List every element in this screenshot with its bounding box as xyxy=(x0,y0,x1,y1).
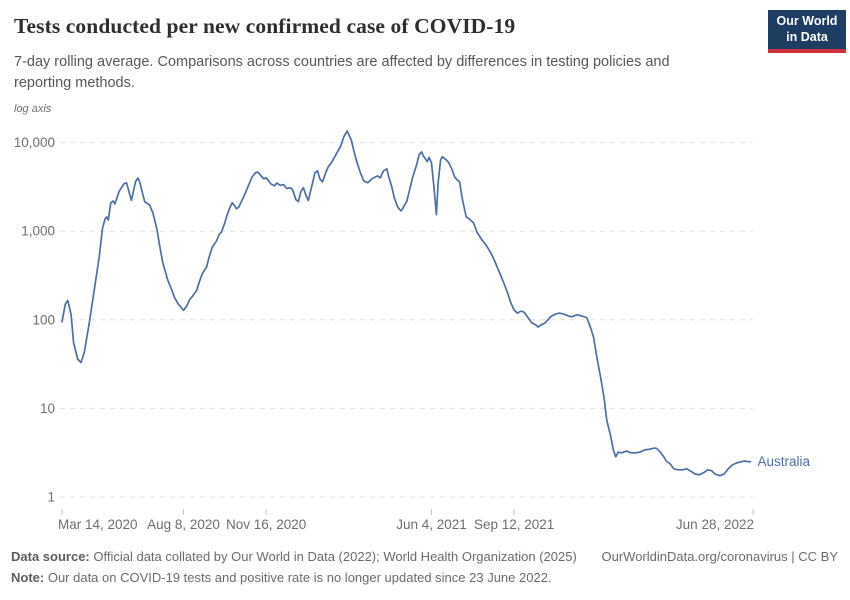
data-source-label: Data source: xyxy=(11,549,90,564)
chart-subtitle: 7-day rolling average. Comparisons acros… xyxy=(14,52,670,94)
note-line: Note: Our data on COVID-19 tests and pos… xyxy=(11,567,552,588)
note-text: Our data on COVID-19 tests and positive … xyxy=(44,570,552,585)
data-source-text: Official data collated by Our World in D… xyxy=(89,549,577,564)
subtitle-line-1: 7-day rolling average. Comparisons acros… xyxy=(14,54,670,70)
note-label: Note: xyxy=(11,570,45,585)
y-tick-label: 1,000 xyxy=(21,224,55,239)
x-tick-label: Aug 8, 2020 xyxy=(147,517,220,532)
y-tick-label: 100 xyxy=(32,312,55,327)
owid-logo: Our World in Data xyxy=(768,10,846,53)
y-tick-label: 10,000 xyxy=(14,135,55,150)
page-title: Tests conducted per new confirmed case o… xyxy=(14,14,516,38)
series-line-australia[interactable] xyxy=(61,130,752,477)
y-gridlines xyxy=(60,142,753,498)
owid-logo-line-1: Our World xyxy=(776,14,838,28)
chart-footer: Data source: Official data collated by O… xyxy=(11,546,838,588)
y-tick-label: 10 xyxy=(40,401,55,416)
x-tick-label: Mar 14, 2020 xyxy=(58,517,138,532)
y-tick-label: 1 xyxy=(47,490,55,505)
log-axis-note: log axis xyxy=(14,103,52,115)
x-tick-label: Jun 28, 2022 xyxy=(676,517,754,532)
y-axis-labels: 1 10 100 1,000 10,000 xyxy=(14,135,55,504)
x-axis: Mar 14, 2020 Aug 8, 2020 Nov 16, 2020 Jun 4… xyxy=(58,509,754,532)
series-label-australia[interactable]: Australia xyxy=(758,454,811,469)
subtitle-line-2: reporting methods. xyxy=(14,75,135,91)
x-tick-label: Sep 12, 2021 xyxy=(474,517,554,532)
x-tick-label: Jun 4, 2021 xyxy=(396,517,467,532)
x-tick-label: Nov 16, 2020 xyxy=(226,517,306,532)
data-source-line: Data source: Official data collated by O… xyxy=(11,546,577,567)
owid-link[interactable]: OurWorldinData.org/coronavirus | CC BY xyxy=(601,549,838,564)
owid-logo-line-2: in Data xyxy=(786,30,828,44)
